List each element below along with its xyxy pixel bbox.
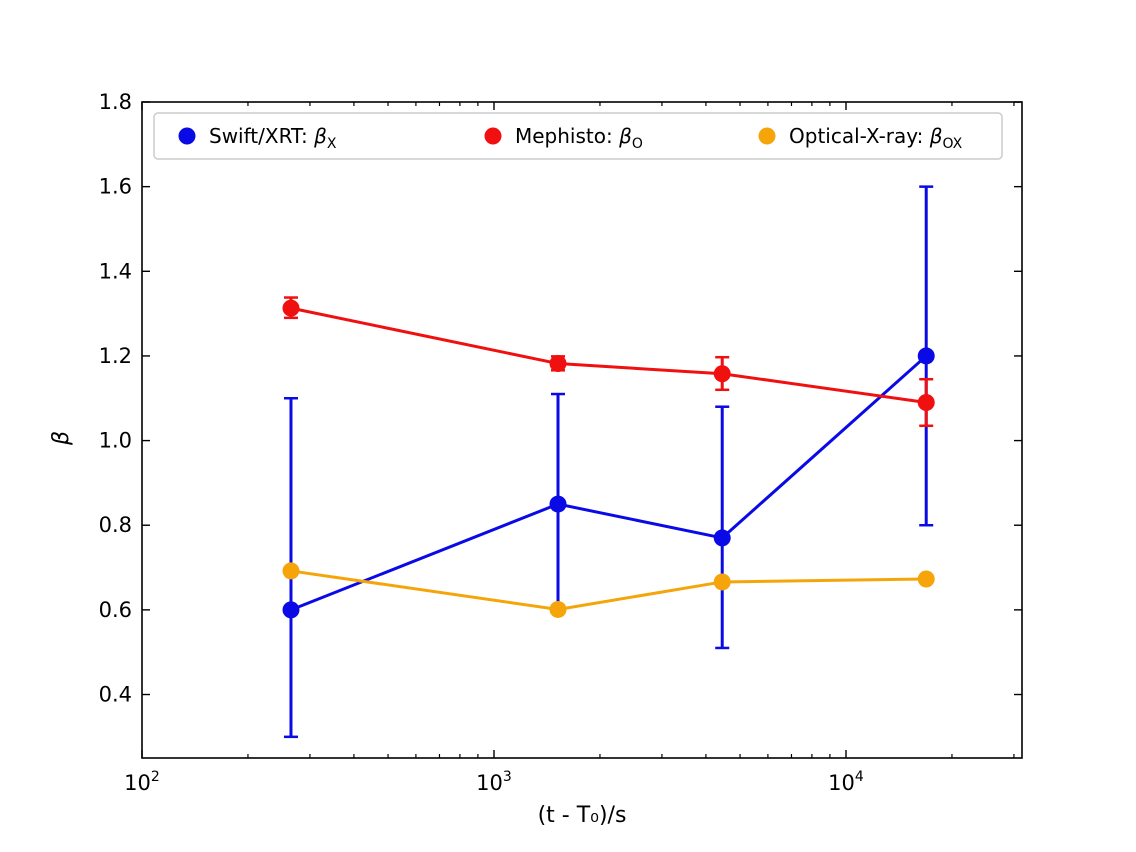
y-tick-label: 1.0 bbox=[99, 429, 132, 453]
legend-label: Swift/XRT: βX bbox=[209, 124, 337, 152]
legend: Swift/XRT: βX Mephisto: βO Optical-X-ray: … bbox=[153, 112, 1003, 160]
y-tick-label: 1.2 bbox=[99, 344, 132, 368]
legend-label: Mephisto: βO bbox=[515, 124, 643, 152]
legend-label-text: Optical-X-ray: bbox=[789, 124, 930, 148]
plot-frame bbox=[141, 101, 1023, 759]
x-tick-exponent: 3 bbox=[503, 769, 512, 785]
data-point bbox=[549, 355, 567, 373]
y-tick-label: 1.4 bbox=[99, 259, 132, 283]
series-2 bbox=[282, 296, 935, 428]
x-tick-base: 10 bbox=[124, 771, 151, 795]
legend-box bbox=[153, 112, 1003, 160]
legend-marker bbox=[178, 127, 196, 145]
legend-label-text: Swift/XRT: bbox=[209, 124, 314, 148]
x-axis-label: (t - T₀)/s bbox=[538, 803, 627, 828]
x-tick-base: 10 bbox=[828, 771, 855, 795]
legend-label-symbol: β bbox=[929, 124, 943, 148]
x-tick-label: 104 bbox=[828, 769, 864, 795]
x-tick-base: 10 bbox=[476, 771, 503, 795]
legend-label-text: Mephisto: bbox=[515, 124, 619, 148]
legend-label-subscript: O bbox=[632, 136, 643, 152]
y-axis: 0.4 0.6 0.8 1.0 1.2 1.4 1.6 1.8 bbox=[99, 90, 1022, 707]
data-point bbox=[282, 299, 300, 317]
series-3 bbox=[282, 562, 935, 618]
data-point bbox=[917, 347, 935, 365]
series-line bbox=[290, 354, 928, 612]
data-point bbox=[917, 570, 935, 588]
y-tick-label: 0.4 bbox=[99, 683, 132, 707]
y-tick-label: 0.8 bbox=[99, 513, 132, 537]
data-point bbox=[549, 495, 567, 513]
series-line bbox=[290, 569, 927, 611]
data-point bbox=[713, 529, 731, 547]
plot-area bbox=[142, 102, 1022, 758]
legend-marker bbox=[484, 127, 502, 145]
legend-label-subscript: X bbox=[327, 136, 337, 152]
legend-label: Optical-X-ray: βOX bbox=[789, 124, 963, 152]
y-tick-label: 1.6 bbox=[99, 175, 132, 199]
y-axis-label: β bbox=[49, 431, 74, 446]
x-tick-label: 102 bbox=[124, 769, 160, 795]
legend-label-subscript: OX bbox=[943, 136, 963, 152]
data-point bbox=[713, 573, 731, 591]
y-tick-label: 1.8 bbox=[99, 90, 132, 114]
legend-label-symbol: β bbox=[313, 124, 327, 148]
x-tick-label: 103 bbox=[476, 769, 512, 795]
legend-label-symbol: β bbox=[618, 124, 632, 148]
data-point bbox=[917, 393, 935, 411]
data-point bbox=[549, 600, 567, 618]
y-tick-label: 0.6 bbox=[99, 598, 132, 622]
data-point bbox=[713, 365, 731, 383]
x-tick-exponent: 2 bbox=[151, 769, 160, 785]
x-tick-exponent: 4 bbox=[855, 769, 864, 785]
data-point bbox=[282, 601, 300, 619]
series-line bbox=[290, 306, 927, 404]
data-point bbox=[282, 562, 300, 580]
series-layer bbox=[282, 185, 935, 739]
legend-marker bbox=[758, 127, 776, 145]
